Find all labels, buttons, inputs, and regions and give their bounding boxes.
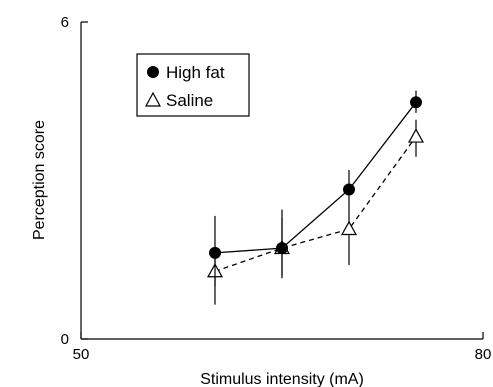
x-axis-title: Stimulus intensity (mA) <box>200 371 364 387</box>
x-tick-label: 80 <box>475 346 492 363</box>
legend-saline-label: Saline <box>166 91 213 110</box>
legend: High fat Saline <box>136 53 250 117</box>
y-axis-title: Perception score <box>31 120 48 240</box>
legend-high-fat-label: High fat <box>166 63 225 82</box>
series-high-fat <box>209 90 422 287</box>
high-fat-point <box>343 183 355 196</box>
saline-point <box>340 220 358 236</box>
series-saline <box>206 119 425 305</box>
y-tick-label: 6 <box>61 14 69 31</box>
plot-area: 0 6 50 80 <box>61 14 492 363</box>
x-tick-label: 50 <box>73 346 90 363</box>
saline-point <box>407 128 425 143</box>
high-fat-point <box>276 242 288 255</box>
series-layer <box>206 90 425 305</box>
high-fat-point <box>410 96 422 109</box>
legend-saline-marker <box>144 91 162 107</box>
legend-high-fat-marker <box>147 66 159 78</box>
y-tick-label: 0 <box>61 331 69 348</box>
high-fat-line <box>214 101 417 254</box>
axis-ticks: 0 6 50 80 <box>61 14 492 363</box>
high-fat-point <box>209 246 221 259</box>
